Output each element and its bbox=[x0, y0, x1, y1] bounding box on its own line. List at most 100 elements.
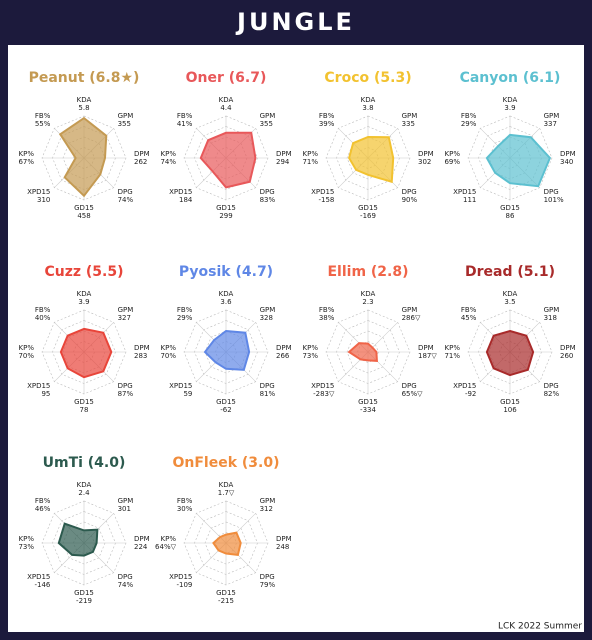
chart-title: Dread (5.1) bbox=[465, 264, 555, 280]
axis-name: GPM bbox=[118, 497, 134, 505]
axis-value: 87% bbox=[118, 390, 134, 398]
radar-area bbox=[57, 522, 99, 557]
axis-value: 67% bbox=[18, 158, 34, 166]
axis-value: 29% bbox=[177, 314, 193, 322]
axis-value: 70% bbox=[160, 352, 176, 360]
axis-value: 184 bbox=[179, 196, 193, 204]
axis-value: 82% bbox=[544, 390, 560, 398]
axis-value: 55% bbox=[35, 120, 51, 128]
axis-value: 355 bbox=[260, 120, 273, 128]
axis-name: DPG bbox=[118, 573, 133, 581]
axis-name: XPD15 bbox=[27, 188, 50, 196]
axis-name: FB% bbox=[35, 306, 51, 314]
axis-value: -109 bbox=[177, 581, 193, 589]
axis-name: DPG bbox=[402, 188, 417, 196]
axis-name: FB% bbox=[461, 112, 477, 120]
axis-value: 337 bbox=[544, 120, 557, 128]
axis-name: XPD15 bbox=[311, 188, 334, 196]
chart-title: Canyon (6.1) bbox=[460, 70, 561, 86]
axis-value: 30% bbox=[177, 505, 193, 513]
axis-name: DPG bbox=[544, 188, 559, 196]
axis-name: DPG bbox=[260, 573, 275, 581]
axis-name: GPM bbox=[402, 306, 418, 314]
axis-name: GD15 bbox=[216, 398, 236, 406]
axis-value: 283 bbox=[134, 352, 147, 360]
axis-value: 310 bbox=[37, 196, 50, 204]
axis-value: -283▽ bbox=[313, 390, 335, 398]
axis-value: 106 bbox=[503, 406, 517, 414]
radar-area bbox=[59, 327, 113, 379]
axis-value: 355 bbox=[118, 120, 131, 128]
axis-value: 74% bbox=[118, 581, 134, 589]
axis-name: GPM bbox=[118, 306, 134, 314]
axis-name: XPD15 bbox=[453, 382, 476, 390]
axis-value: 5.8 bbox=[78, 104, 89, 112]
axis-name: KP% bbox=[19, 150, 35, 158]
chart-title: UmTi (4.0) bbox=[43, 455, 126, 471]
axis-name: GD15 bbox=[216, 204, 236, 212]
axis-name: XPD15 bbox=[311, 382, 334, 390]
axis-name: DPM bbox=[276, 344, 292, 352]
axis-value: -62 bbox=[220, 406, 231, 414]
axis-value: -146 bbox=[35, 581, 51, 589]
axis-name: XPD15 bbox=[27, 382, 50, 390]
radar-area bbox=[485, 133, 552, 188]
axis-name: GD15 bbox=[358, 204, 378, 212]
axis-name: KDA bbox=[77, 96, 92, 104]
axis-name: KDA bbox=[503, 290, 518, 298]
axis-name: KP% bbox=[19, 535, 35, 543]
radar-area bbox=[203, 329, 251, 371]
chart-title: Croco (5.3) bbox=[324, 70, 411, 86]
axis-name: XPD15 bbox=[169, 573, 192, 581]
axis-value: 2.3 bbox=[362, 298, 373, 306]
axis-value: 111 bbox=[463, 196, 476, 204]
axis-name: DPG bbox=[260, 188, 275, 196]
axis-name: KDA bbox=[219, 96, 234, 104]
axis-name: DPM bbox=[276, 150, 292, 158]
axis-name: FB% bbox=[35, 112, 51, 120]
axis-name: KDA bbox=[219, 290, 234, 298]
axis-value: 39% bbox=[319, 120, 335, 128]
chart-title: Pyosik (4.7) bbox=[179, 264, 273, 280]
axis-value: 260 bbox=[560, 352, 573, 360]
axis-name: FB% bbox=[35, 497, 51, 505]
axis-value: -334 bbox=[360, 406, 376, 414]
axis-value: 29% bbox=[461, 120, 477, 128]
axis-value: 69% bbox=[444, 158, 460, 166]
axis-name: DPM bbox=[560, 150, 576, 158]
axis-name: GPM bbox=[260, 306, 276, 314]
axis-value: 71% bbox=[444, 352, 460, 360]
chart-title: Peanut (6.8★) bbox=[29, 70, 140, 86]
axis-value: -169 bbox=[360, 212, 376, 220]
axis-value: 4.4 bbox=[220, 104, 232, 112]
axis-value: 45% bbox=[461, 314, 477, 322]
axis-name: DPM bbox=[560, 344, 576, 352]
header-title: JUNGLE bbox=[235, 8, 355, 36]
axis-value: 74% bbox=[118, 196, 134, 204]
axis-name: KP% bbox=[303, 150, 319, 158]
axis-value: 340 bbox=[560, 158, 573, 166]
axis-value: 59 bbox=[183, 390, 192, 398]
axis-name: DPM bbox=[134, 535, 150, 543]
axis-name: GD15 bbox=[216, 589, 236, 597]
axis-value: 266 bbox=[276, 352, 290, 360]
axis-name: GPM bbox=[544, 112, 560, 120]
axis-value: 3.8 bbox=[362, 104, 373, 112]
chart-title: Cuzz (5.5) bbox=[44, 264, 123, 280]
axis-value: 187▽ bbox=[418, 352, 437, 360]
axis-name: XPD15 bbox=[453, 188, 476, 196]
axis-name: DPG bbox=[118, 382, 133, 390]
axis-value: 78 bbox=[80, 406, 89, 414]
axis-value: 90% bbox=[402, 196, 418, 204]
axis-value: 3.9 bbox=[78, 298, 89, 306]
radar-area bbox=[58, 116, 108, 198]
axis-name: FB% bbox=[177, 497, 193, 505]
axis-name: KP% bbox=[445, 344, 461, 352]
axis-name: XPD15 bbox=[169, 188, 192, 196]
axis-name: GPM bbox=[260, 497, 276, 505]
axis-value: 40% bbox=[35, 314, 51, 322]
axis-value: 2.4 bbox=[78, 489, 90, 497]
axis-value: 83% bbox=[260, 196, 276, 204]
axis-value: 458 bbox=[77, 212, 90, 220]
